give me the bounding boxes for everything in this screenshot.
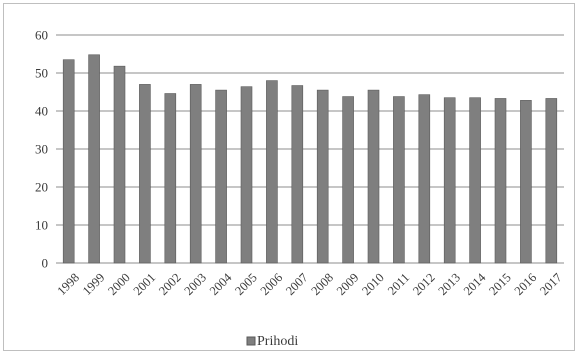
- bar: [189, 84, 202, 264]
- bar: [164, 93, 177, 264]
- y-tick-label: 20: [35, 180, 48, 195]
- x-tick-label: 2005: [232, 270, 260, 298]
- legend-label-prihodi: Prihodi: [257, 334, 298, 349]
- y-tick-label: 40: [35, 104, 48, 119]
- x-tick-label: 2007: [283, 270, 311, 298]
- x-tick-label: 2006: [258, 270, 286, 298]
- bar: [494, 98, 507, 264]
- bar: [316, 89, 329, 264]
- bar: [393, 96, 405, 264]
- y-tick-label: 30: [35, 142, 48, 157]
- gridlines: [56, 34, 564, 264]
- bar: [266, 80, 278, 264]
- bar: [113, 65, 126, 264]
- x-tick-label: 2000: [105, 270, 133, 298]
- y-axis: 0 10 20 30 40 50 60: [35, 28, 48, 271]
- x-tick-label: 2014: [461, 270, 489, 298]
- x-tick-label: 2011: [385, 270, 412, 297]
- y-tick-label: 0: [42, 256, 49, 271]
- x-tick-label: 2008: [308, 270, 336, 298]
- bar: [367, 89, 380, 264]
- bar: [418, 94, 431, 264]
- x-tick-label: 2002: [156, 270, 184, 298]
- x-tick-label: 2010: [359, 270, 387, 298]
- x-tick-label: 2004: [207, 270, 235, 298]
- y-tick-label: 10: [35, 218, 48, 233]
- x-tick-label: 2016: [512, 270, 540, 298]
- bar: [62, 59, 75, 264]
- x-tick-label: 2012: [410, 270, 438, 298]
- legend-swatch-prihodi: [246, 336, 256, 346]
- y-tick-label: 50: [35, 66, 48, 81]
- x-tick-label: 2013: [435, 270, 463, 298]
- bar: [443, 97, 456, 264]
- x-tick-label: 1998: [54, 270, 82, 298]
- bar: [139, 84, 151, 264]
- legend: Prihodi: [246, 334, 298, 349]
- bars: [62, 54, 558, 264]
- bar: [291, 85, 304, 264]
- x-tick-label: 2017: [537, 270, 565, 298]
- bar: [520, 100, 532, 264]
- chart-container: 0 10 20 30 40 50 60 1998 1999 2000 2001 2002 2003 20…: [3, 3, 575, 351]
- y-tick-label: 60: [35, 28, 48, 43]
- x-tick-label: 2015: [486, 270, 514, 298]
- bar: [342, 96, 354, 264]
- x-tick-label: 2003: [181, 270, 209, 298]
- x-tick-label: 2001: [131, 270, 159, 298]
- x-tick-label: 1999: [80, 270, 108, 298]
- x-axis: 1998199920002001200220032004200520062007…: [54, 270, 564, 298]
- bar: [215, 89, 227, 264]
- bar: [240, 86, 253, 264]
- bar: [469, 97, 481, 264]
- bar: [545, 98, 558, 264]
- x-tick-label: 2009: [334, 270, 362, 298]
- bar: [88, 54, 100, 264]
